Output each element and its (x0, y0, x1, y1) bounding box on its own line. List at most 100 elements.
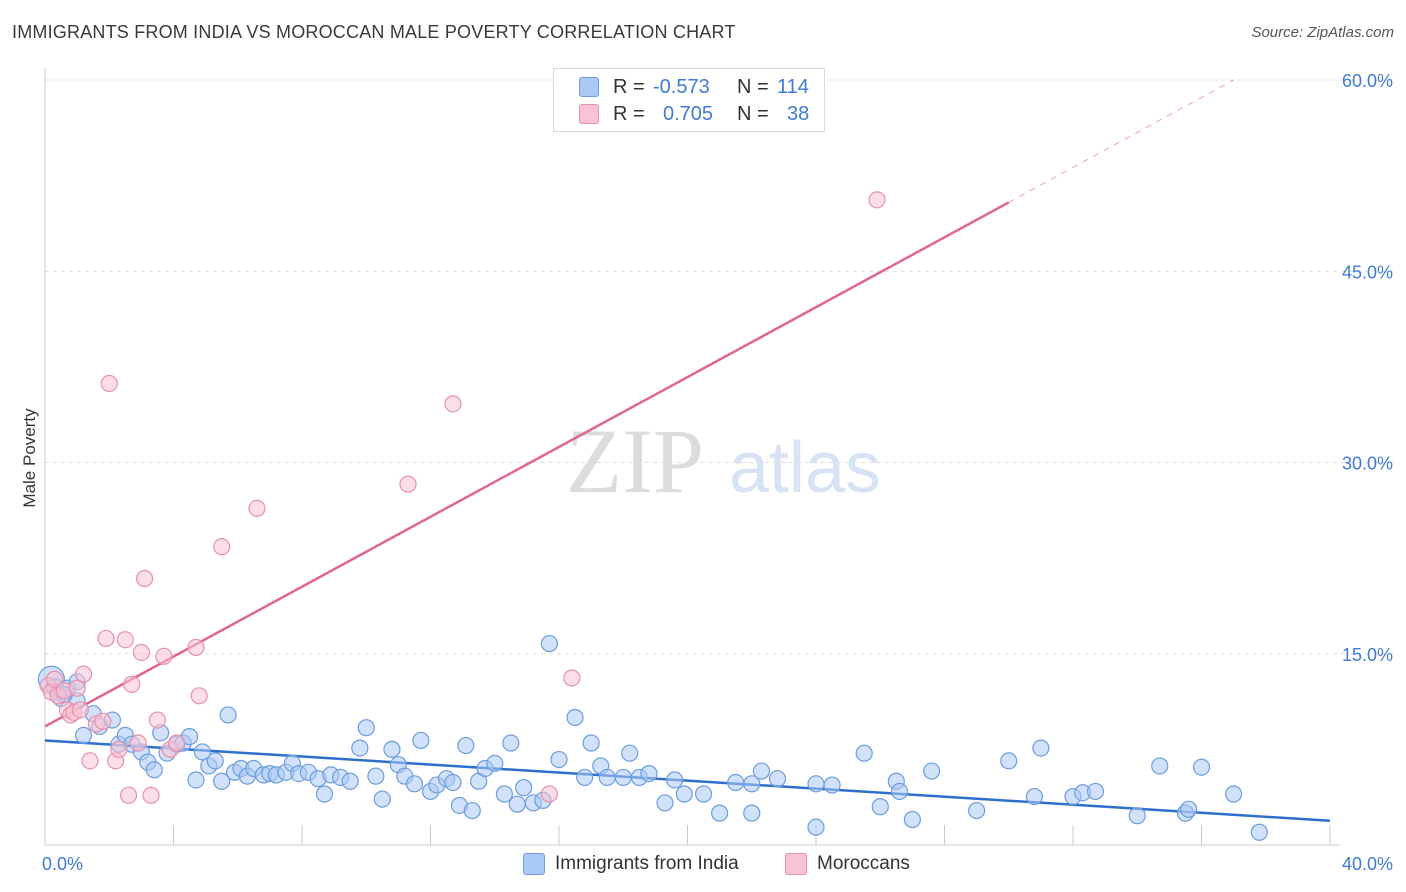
india-point (1032, 739, 1050, 757)
india-point (315, 785, 334, 803)
india-point (1250, 823, 1268, 841)
moroccans-point (94, 712, 112, 730)
india-point (752, 762, 770, 780)
india-point (640, 764, 658, 783)
watermark-atlas: atlas (729, 428, 881, 508)
india-point (768, 770, 787, 788)
trend-lines (44, 79, 1331, 823)
india-point (444, 773, 462, 792)
chart-title: IMMIGRANTS FROM INDIA VS MOROCCAN MALE P… (12, 22, 736, 42)
india-point (614, 768, 632, 787)
moroccans-point (248, 499, 266, 517)
india-point (357, 719, 375, 737)
moroccans-point (119, 786, 138, 804)
y-axis-label: Male Poverty (20, 408, 39, 508)
india-point (463, 801, 481, 820)
legend-item-india: Immigrants from India (523, 851, 739, 877)
moroccans-point (123, 675, 141, 693)
india-point (855, 744, 873, 762)
india-point (1025, 787, 1044, 806)
r-value: 0.705 (663, 102, 714, 125)
india-point (807, 775, 825, 793)
india-point (495, 785, 513, 803)
india-point (206, 752, 224, 770)
x-tick-label-min: 0.0% (42, 854, 83, 874)
india-point (405, 775, 424, 793)
india-point (1128, 807, 1146, 825)
india-point (598, 768, 616, 787)
y-tick-label: 60.0% (1342, 71, 1393, 91)
india-point (890, 782, 909, 801)
india-point (675, 785, 693, 803)
moroccans-point (190, 687, 208, 705)
trend-line-india (44, 739, 1331, 823)
india-swatch (579, 77, 599, 97)
india-point (383, 740, 401, 758)
watermark-zip: ZIP (566, 410, 704, 512)
india-point (694, 785, 713, 803)
moroccans-point (155, 647, 173, 665)
legend-row-india: R = -0.573 N = 114 (579, 75, 809, 99)
india-point (666, 771, 684, 789)
moroccans-point (132, 643, 150, 662)
india-legend-swatch (523, 853, 545, 875)
india-point (656, 794, 674, 812)
india-point (1180, 800, 1198, 818)
moroccans-legend-swatch (785, 853, 807, 875)
india-point (582, 734, 600, 752)
moroccans-point (68, 679, 86, 697)
india-point (457, 736, 475, 755)
india-point (515, 779, 533, 797)
moroccans-point (540, 785, 558, 803)
trend-line-moroccans (44, 201, 1010, 728)
india-point (367, 767, 385, 785)
stats-legend: R = -0.573 N = 114 R = 0.705 N = 38 (553, 68, 825, 132)
trend-line-extension (1008, 79, 1234, 203)
india-point (74, 726, 93, 744)
moroccans-swatch (579, 104, 599, 124)
moroccans-point (168, 734, 186, 752)
y-tick-label: 30.0% (1342, 454, 1393, 474)
tick-labels: 15.0% 30.0% 45.0% 60.0% 0.0% 40.0% (42, 71, 1393, 874)
india-point (341, 772, 359, 790)
moroccans-point (148, 711, 167, 729)
moroccans-point (563, 669, 581, 687)
india-point (566, 708, 584, 727)
moroccans-point (129, 734, 147, 752)
india-point (540, 634, 558, 653)
india-point (213, 772, 231, 790)
india-point (373, 790, 391, 808)
india-point (1192, 758, 1211, 776)
y-tick-label: 45.0% (1342, 262, 1393, 282)
india-point (923, 762, 941, 780)
moroccans-point (213, 538, 231, 556)
india-point (823, 776, 841, 794)
moroccans-point (868, 191, 886, 209)
r-value: -0.573 (653, 75, 710, 98)
india-point (727, 773, 745, 792)
moroccans-point (100, 374, 118, 393)
india-point (145, 761, 163, 779)
india-point (193, 743, 212, 761)
india-legend-label: Immigrants from India (555, 853, 739, 874)
n-value: 38 (787, 102, 810, 125)
moroccans-point (46, 670, 64, 688)
n-value: 114 (777, 75, 809, 98)
moroccans-point (135, 569, 154, 588)
moroccans-point (187, 638, 205, 656)
n-label: N = (737, 75, 769, 98)
india-point (1225, 785, 1243, 803)
india-point (486, 754, 504, 773)
india-point (550, 750, 568, 769)
legend-row-moroccans: R = 0.705 N = 38 (579, 102, 809, 126)
india-point (412, 731, 430, 750)
india-point (743, 775, 761, 793)
x-tick-label-max: 40.0% (1342, 854, 1393, 874)
india-point (1000, 752, 1018, 770)
india-point (1086, 782, 1105, 801)
moroccans-point (97, 629, 115, 648)
india-point (219, 706, 237, 724)
india-point (871, 798, 889, 816)
gridlines (45, 79, 1395, 655)
india-point (502, 734, 520, 752)
